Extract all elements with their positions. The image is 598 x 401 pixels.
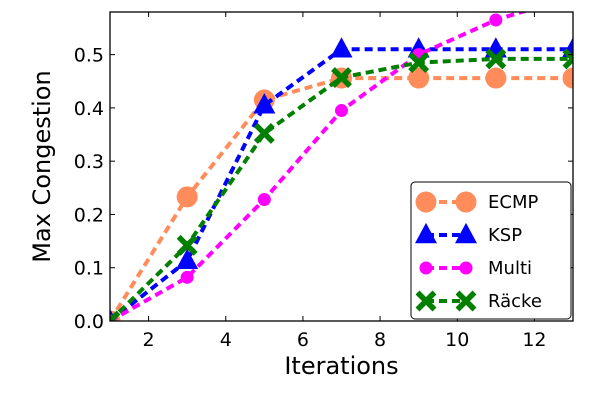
data-point-ksp	[253, 93, 276, 114]
legend-item-ecmp: ECMP	[415, 191, 538, 213]
legend-item-multi: Multi	[419, 258, 532, 279]
legend-marker-multi	[459, 261, 473, 275]
y-tick-label: 0.1	[74, 258, 104, 280]
x-tick-label: 12	[522, 329, 546, 351]
legend-item-racke: Räcke	[415, 290, 542, 312]
y-tick-label: 0.5	[74, 45, 104, 67]
y-tick-label: 0.0	[74, 311, 104, 333]
x-tick-label: 2	[143, 329, 155, 351]
data-point-ecmp	[562, 67, 573, 89]
legend-box	[410, 181, 572, 320]
legend-item-ksp: KSP	[415, 222, 522, 246]
legend-marker-racke	[455, 290, 477, 312]
legend-marker-multi	[419, 261, 433, 275]
legend-marker-ecmp	[415, 191, 437, 213]
legend-label-racke: Räcke	[488, 291, 542, 312]
x-axis-title: Iterations	[284, 352, 398, 380]
legend: ECMP KSP Multi Räcke	[410, 181, 572, 320]
y-axis-title: Max Congestion	[28, 70, 56, 262]
data-point-racke	[562, 48, 573, 70]
legend-label-multi: Multi	[488, 258, 532, 279]
data-point-multi	[489, 13, 503, 27]
data-point-multi	[257, 193, 271, 207]
y-tick-label: 0.2	[74, 204, 104, 226]
legend-label-ksp: KSP	[488, 225, 522, 246]
data-point-racke	[110, 310, 121, 321]
y-tick-label: 0.3	[74, 151, 104, 173]
data-point-multi	[335, 104, 348, 118]
x-tick-label: 4	[220, 329, 232, 351]
data-point-ecmp	[485, 67, 507, 89]
legend-marker-ksp	[415, 222, 437, 244]
legend-marker-racke	[415, 290, 437, 312]
x-tick-label: 10	[445, 329, 469, 351]
data-point-ksp	[330, 37, 353, 58]
data-point-racke	[253, 123, 275, 144]
legend-label-ecmp: ECMP	[488, 192, 538, 213]
series-multi	[110, 0, 580, 321]
data-point-racke	[331, 67, 352, 88]
data-point-multi	[180, 270, 194, 284]
data-point-racke	[408, 52, 430, 74]
data-point-multi	[567, 0, 580, 3]
legend-marker-ecmp	[455, 191, 477, 213]
x-tick-label: 6	[297, 329, 309, 351]
data-point-racke	[485, 48, 507, 70]
series-racke	[110, 48, 573, 321]
series-layer	[110, 0, 580, 321]
data-point-ecmp	[408, 67, 430, 89]
data-point-ecmp	[176, 186, 198, 208]
data-point-ksp	[176, 248, 199, 270]
y-tick-label: 0.4	[74, 98, 104, 120]
data-point-racke	[176, 234, 198, 256]
plot-frame	[109, 11, 574, 322]
legend-marker-ksp	[455, 222, 477, 244]
ticks-layer: 2 4 6 8 10 12 0.0 0.1 0.2 0.3 0.4 0.5	[74, 12, 573, 351]
x-tick-label: 8	[374, 329, 386, 351]
